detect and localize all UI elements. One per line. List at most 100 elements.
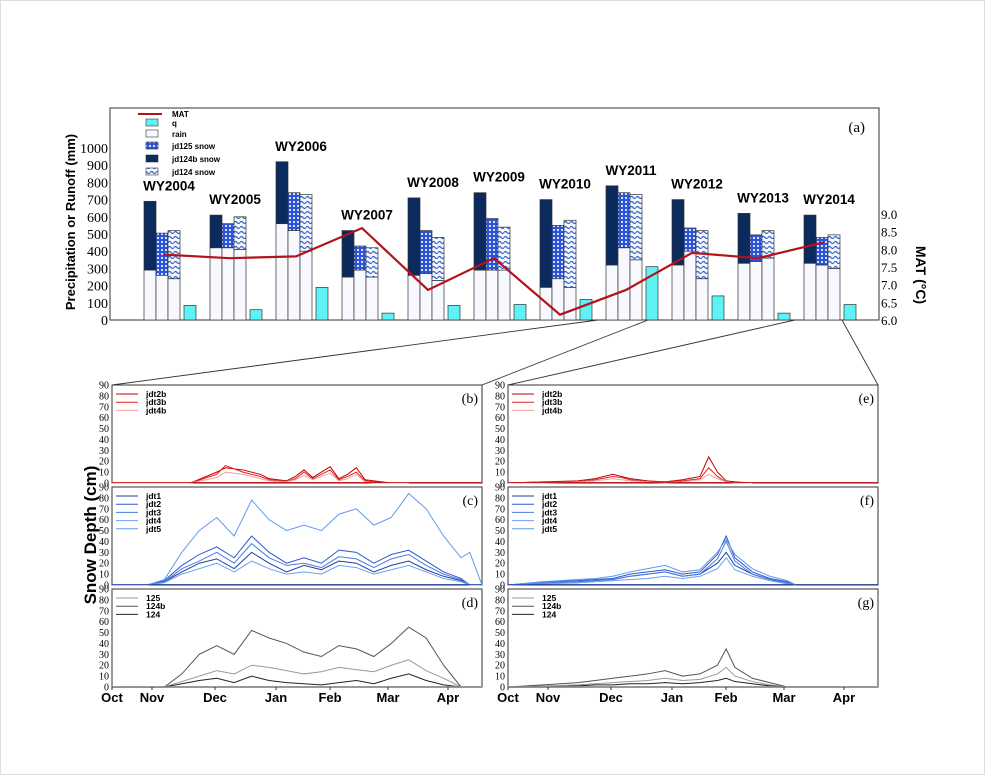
snow-ytick-label: 70 xyxy=(99,504,109,515)
snow-series-jdt2 xyxy=(507,534,797,586)
snow-ytick-label: 40 xyxy=(495,537,505,548)
snow-month-label: Oct xyxy=(101,690,123,705)
panel-a-yticks: 0 100 200 300 400 500 600 700 800 900 1000 xyxy=(80,142,108,329)
year-label: WY2009 xyxy=(473,170,525,185)
year-label: WY2006 xyxy=(275,139,327,154)
bar-snow-jd124 xyxy=(563,219,577,288)
snow-depth-ylabel: Snow Depth (cm) xyxy=(81,466,100,605)
bar-snow-jd124b xyxy=(539,199,553,288)
snow-ytick-label: 20 xyxy=(99,661,109,672)
legend-rain-label: rain xyxy=(172,130,187,139)
bar-q xyxy=(315,286,329,321)
bar-snow-jd124b xyxy=(143,200,157,271)
zoom-connectors xyxy=(111,319,879,386)
snow-series-jdt3 xyxy=(507,540,797,586)
snow-month-label: Dec xyxy=(599,690,623,705)
snow-ytick-label: 90 xyxy=(495,585,505,596)
bar-snow-jd125 xyxy=(617,192,631,249)
a-ytick-label: 200 xyxy=(87,280,108,295)
snow-ytick-label: 10 xyxy=(495,672,505,683)
snow-legend-label: 124b xyxy=(146,601,165,611)
a-ytick-label: 100 xyxy=(87,297,108,312)
snow-legend-label: jdt3b xyxy=(541,397,562,407)
snow-ytick-label: 50 xyxy=(495,526,505,537)
bar-snow-jd124 xyxy=(827,234,841,269)
snow-month-label: Nov xyxy=(536,690,561,705)
panel-a-ylabel: Precipitation or Runoff (mm) xyxy=(63,134,78,310)
snow-legend-label: jdt3b xyxy=(145,397,166,407)
snow-month-label: Apr xyxy=(437,690,459,705)
snow-legend-label: jdt4b xyxy=(145,405,166,415)
connector-right-1 xyxy=(507,319,796,386)
snow-month-label: Feb xyxy=(714,690,737,705)
bar-snow-jd124b xyxy=(803,214,817,264)
bar-rain-jd124 xyxy=(299,250,313,321)
legend-q-label: q xyxy=(172,119,177,128)
snow-series-jdt3b xyxy=(112,464,409,484)
bar-rain-jd124 xyxy=(629,259,643,321)
snow-ytick-label: 10 xyxy=(495,468,505,479)
bar-snow-jd125 xyxy=(485,218,499,271)
snow-ytick-label: 30 xyxy=(495,650,505,661)
bar-snow-jd124b xyxy=(209,214,223,249)
snow-ytick-label: 0 xyxy=(104,683,109,694)
year-label: WY2008 xyxy=(407,175,459,190)
snow-legend-label: 124 xyxy=(542,609,556,619)
snow-ytick-label: 50 xyxy=(99,526,109,537)
snow-ytick-label: 10 xyxy=(495,570,505,581)
year-label: WY2010 xyxy=(539,177,591,192)
snow-legend-label: jdt2b xyxy=(145,389,166,399)
snow-ytick-label: 50 xyxy=(99,628,109,639)
bar-rain-jd125 xyxy=(815,264,829,321)
snow-ytick-label: 90 xyxy=(99,585,109,596)
snow-legend-label: 125 xyxy=(542,593,556,603)
snow-legend-label: jdt2 xyxy=(541,499,557,509)
snow-ytick-label: 80 xyxy=(495,391,505,402)
year-label: WY2007 xyxy=(341,208,393,223)
snow-ytick-label: 30 xyxy=(99,446,109,457)
panel-a-y2ticks: 6.0 6.5 7.0 7.5 8.0 8.5 9.0 xyxy=(881,207,897,328)
bar-q xyxy=(447,305,461,321)
bar-q xyxy=(381,312,395,321)
snow-month-label: Feb xyxy=(318,690,341,705)
bar-snow-jd125 xyxy=(551,225,565,280)
bar-rain-jd125 xyxy=(353,269,367,321)
snow-ytick-label: 90 xyxy=(99,483,109,494)
bar-rain-jd124b xyxy=(275,223,289,321)
a-y2tick-label: 7.0 xyxy=(881,278,897,293)
snow-panel-label: (e) xyxy=(858,392,874,407)
snow-ytick-label: 40 xyxy=(495,435,505,446)
snow-ytick-label: 60 xyxy=(99,515,109,526)
snow-series-jdt4 xyxy=(112,560,482,586)
snow-series-124 xyxy=(508,677,788,688)
snow-ytick-label: 0 xyxy=(500,683,505,694)
a-y2tick-label: 9.0 xyxy=(881,207,897,222)
panel-a-year-labels: WY2004 WY2005 WY2006 WY2007 WY2008 WY2009 WY20… xyxy=(143,139,855,223)
snow-series-jdt1 xyxy=(112,551,482,586)
snow-ytick-label: 0 xyxy=(104,479,109,490)
snow-ytick-label: 80 xyxy=(495,493,505,504)
bar-rain-jd124 xyxy=(167,278,181,321)
a-ytick-label: 0 xyxy=(101,314,108,329)
panel-a-y2label: MAT (°C) xyxy=(913,246,929,304)
snow-legend-label: jdt1 xyxy=(541,491,557,501)
bar-rain-jd124 xyxy=(365,276,379,321)
snow-legend-label: 125 xyxy=(146,593,160,603)
snow-series-jdt4 xyxy=(507,556,797,586)
bar-q xyxy=(183,305,197,321)
connector-left-2 xyxy=(481,319,649,386)
snow-panel-label: (d) xyxy=(462,596,479,611)
snow-ytick-label: 50 xyxy=(495,628,505,639)
a-y2tick-label: 7.5 xyxy=(881,260,897,275)
snow-ytick-label: 20 xyxy=(99,457,109,468)
bar-rain-jd124b xyxy=(473,269,487,321)
snow-series-125 xyxy=(507,666,788,688)
snow-month-label: Mar xyxy=(772,690,795,705)
panel-a-mat-line xyxy=(163,226,825,316)
